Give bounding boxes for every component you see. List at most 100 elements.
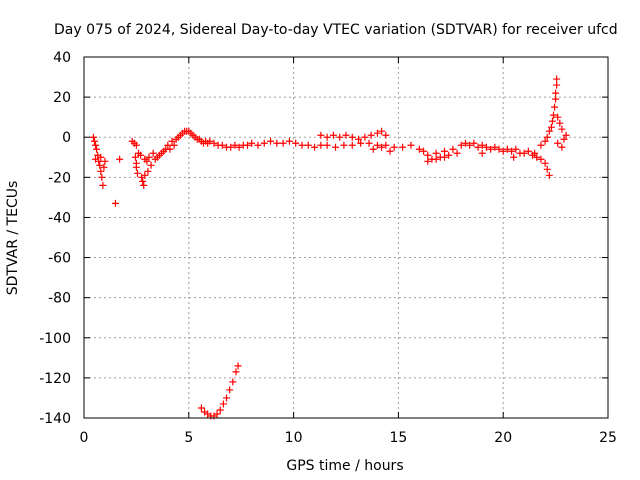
data-point <box>336 133 344 141</box>
data-point <box>503 145 511 153</box>
data-point <box>304 141 312 149</box>
data-point <box>478 149 486 157</box>
data-point <box>197 404 205 412</box>
data-point <box>543 165 551 173</box>
x-tick-label: 5 <box>184 430 193 446</box>
data-point <box>311 143 319 151</box>
data-point <box>399 143 407 151</box>
data-point <box>139 177 147 185</box>
data-point <box>218 141 226 149</box>
data-point <box>273 139 281 147</box>
data-point <box>340 141 348 149</box>
data-point <box>206 137 214 145</box>
y-tick-label: -100 <box>39 331 71 347</box>
data-point <box>323 141 331 149</box>
data-point <box>227 143 235 151</box>
data-point <box>254 141 262 149</box>
data-point <box>508 147 516 155</box>
data-point <box>243 141 251 149</box>
data-point <box>332 143 340 151</box>
data-point <box>424 151 432 159</box>
data-point <box>533 153 541 161</box>
data-point <box>361 133 369 141</box>
data-point <box>166 145 174 153</box>
data-point <box>93 145 101 153</box>
data-point <box>137 151 145 159</box>
data-point <box>537 155 545 163</box>
data-point <box>478 141 486 149</box>
data-point <box>232 368 240 376</box>
data-point <box>292 139 300 147</box>
plot-frame <box>83 56 609 419</box>
data-point <box>132 141 140 149</box>
data-point <box>545 127 553 135</box>
data-point <box>553 75 561 83</box>
data-point <box>98 173 106 181</box>
x-axis-title: GPS time / hours <box>286 458 403 474</box>
data-point <box>432 155 440 163</box>
data-point <box>132 163 140 171</box>
data-point <box>553 81 561 89</box>
data-point <box>170 141 178 149</box>
data-point <box>558 125 566 133</box>
data-point <box>140 181 148 189</box>
y-tick-label: 40 <box>53 50 71 66</box>
data-point <box>279 139 287 147</box>
data-point <box>260 139 268 147</box>
x-tick-label: 25 <box>599 430 617 446</box>
data-point <box>552 89 560 97</box>
data-point <box>367 131 375 139</box>
data-point <box>111 199 119 207</box>
data-point <box>357 139 365 147</box>
data-point <box>386 147 394 155</box>
x-tick-label: 20 <box>494 430 512 446</box>
data-point <box>348 133 356 141</box>
data-point <box>543 133 551 141</box>
data-point <box>453 149 461 157</box>
data-point <box>373 129 381 137</box>
data-point <box>551 103 559 111</box>
data-point <box>133 169 141 177</box>
data-point <box>369 145 377 153</box>
data-point <box>552 95 560 103</box>
data-point <box>520 149 528 157</box>
data-series-sdtvar <box>89 75 570 420</box>
data-point <box>482 143 490 151</box>
data-point <box>499 147 507 155</box>
data-point <box>329 131 337 139</box>
data-point <box>378 127 386 135</box>
data-point <box>541 137 549 145</box>
data-point <box>547 123 555 131</box>
data-point <box>101 157 109 165</box>
data-point <box>382 131 390 139</box>
data-point <box>143 157 151 165</box>
data-point <box>441 147 449 155</box>
data-point <box>424 157 432 165</box>
data-point <box>415 145 423 153</box>
data-point <box>149 149 157 157</box>
data-point <box>95 157 103 165</box>
data-point <box>216 406 224 414</box>
data-point <box>90 137 98 145</box>
data-point <box>537 141 545 149</box>
data-point <box>248 139 256 147</box>
x-tick-label: 10 <box>285 430 303 446</box>
data-point <box>495 145 503 153</box>
data-point <box>373 141 381 149</box>
data-point <box>378 143 386 151</box>
data-point <box>541 159 549 167</box>
data-point <box>524 147 532 155</box>
data-point <box>168 137 176 145</box>
data-point <box>491 143 499 151</box>
data-point <box>432 149 440 157</box>
data-point <box>548 117 556 125</box>
data-point <box>323 133 331 141</box>
data-point <box>285 137 293 145</box>
data-point <box>164 141 172 149</box>
grid-lines <box>84 57 608 418</box>
data-point <box>441 153 449 161</box>
data-point <box>219 400 227 408</box>
data-point <box>92 141 100 149</box>
data-point <box>317 131 325 139</box>
